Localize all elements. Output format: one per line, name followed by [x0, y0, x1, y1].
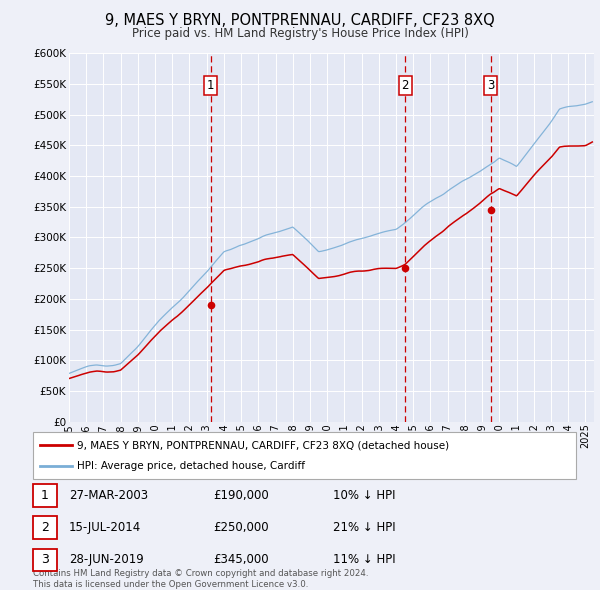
Text: 15-JUL-2014: 15-JUL-2014 — [69, 521, 141, 534]
Text: HPI: Average price, detached house, Cardiff: HPI: Average price, detached house, Card… — [77, 461, 305, 471]
Text: 9, MAES Y BRYN, PONTPRENNAU, CARDIFF, CF23 8XQ (detached house): 9, MAES Y BRYN, PONTPRENNAU, CARDIFF, CF… — [77, 440, 449, 450]
Text: 2: 2 — [41, 521, 49, 534]
Text: £190,000: £190,000 — [213, 489, 269, 502]
Text: 27-MAR-2003: 27-MAR-2003 — [69, 489, 148, 502]
Text: Price paid vs. HM Land Registry's House Price Index (HPI): Price paid vs. HM Land Registry's House … — [131, 27, 469, 40]
Text: 3: 3 — [487, 78, 494, 91]
Text: 2: 2 — [401, 78, 409, 91]
Text: Contains HM Land Registry data © Crown copyright and database right 2024.
This d: Contains HM Land Registry data © Crown c… — [33, 569, 368, 589]
Text: 1: 1 — [41, 489, 49, 502]
Text: 11% ↓ HPI: 11% ↓ HPI — [333, 553, 395, 566]
Text: 3: 3 — [41, 553, 49, 566]
Text: 21% ↓ HPI: 21% ↓ HPI — [333, 521, 395, 534]
Text: £345,000: £345,000 — [213, 553, 269, 566]
Text: 9, MAES Y BRYN, PONTPRENNAU, CARDIFF, CF23 8XQ: 9, MAES Y BRYN, PONTPRENNAU, CARDIFF, CF… — [105, 13, 495, 28]
Text: 1: 1 — [207, 78, 214, 91]
Text: 10% ↓ HPI: 10% ↓ HPI — [333, 489, 395, 502]
Text: £250,000: £250,000 — [213, 521, 269, 534]
Text: 28-JUN-2019: 28-JUN-2019 — [69, 553, 144, 566]
